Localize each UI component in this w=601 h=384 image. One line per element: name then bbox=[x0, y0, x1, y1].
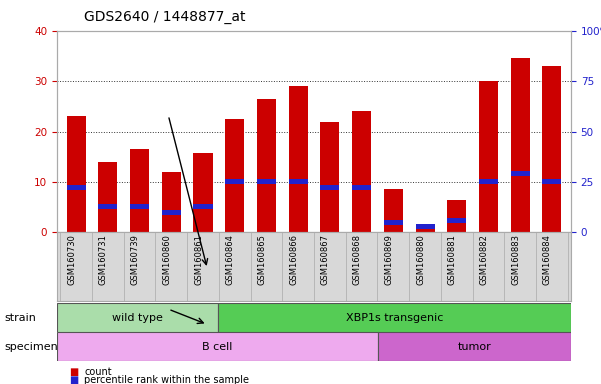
Text: ■: ■ bbox=[69, 367, 78, 377]
Bar bbox=[447, 200, 466, 232]
Text: percentile rank within the sample: percentile rank within the sample bbox=[84, 375, 249, 384]
Bar bbox=[257, 99, 276, 232]
Bar bbox=[511, 171, 529, 176]
Bar bbox=[130, 204, 149, 209]
Text: GSM160882: GSM160882 bbox=[480, 234, 489, 285]
Bar bbox=[99, 162, 117, 232]
Text: GDS2640 / 1448877_at: GDS2640 / 1448877_at bbox=[84, 10, 246, 23]
Bar bbox=[320, 122, 340, 232]
Text: GSM160739: GSM160739 bbox=[130, 234, 139, 285]
Bar bbox=[352, 111, 371, 232]
Text: XBP1s transgenic: XBP1s transgenic bbox=[346, 313, 443, 323]
Bar bbox=[352, 185, 371, 190]
Bar bbox=[99, 204, 117, 209]
Bar bbox=[57, 303, 218, 332]
Text: tumor: tumor bbox=[458, 341, 492, 352]
Bar bbox=[130, 149, 149, 232]
Bar bbox=[162, 172, 181, 232]
Text: GSM160860: GSM160860 bbox=[162, 234, 171, 285]
Text: strain: strain bbox=[5, 313, 37, 323]
Bar bbox=[162, 210, 181, 215]
Text: B cell: B cell bbox=[203, 341, 233, 352]
Bar bbox=[288, 86, 308, 232]
Text: wild type: wild type bbox=[112, 313, 163, 323]
Bar bbox=[542, 179, 561, 184]
Text: GSM160881: GSM160881 bbox=[448, 234, 457, 285]
Bar bbox=[378, 332, 571, 361]
Bar bbox=[67, 116, 85, 232]
Bar bbox=[288, 179, 308, 184]
Bar bbox=[415, 225, 435, 232]
Bar bbox=[225, 119, 244, 232]
Text: GSM160869: GSM160869 bbox=[384, 234, 393, 285]
Text: GSM160731: GSM160731 bbox=[99, 234, 108, 285]
Bar bbox=[384, 189, 403, 232]
Text: GSM160861: GSM160861 bbox=[194, 234, 203, 285]
Bar bbox=[194, 153, 213, 232]
Bar bbox=[479, 81, 498, 232]
Bar bbox=[542, 66, 561, 232]
Bar bbox=[511, 58, 529, 232]
Text: GSM160864: GSM160864 bbox=[226, 234, 235, 285]
Bar bbox=[479, 179, 498, 184]
Bar bbox=[57, 332, 378, 361]
Bar bbox=[67, 185, 85, 190]
Bar bbox=[384, 220, 403, 225]
Text: GSM160866: GSM160866 bbox=[289, 234, 298, 285]
Text: GSM160865: GSM160865 bbox=[257, 234, 266, 285]
Bar bbox=[447, 218, 466, 223]
Bar bbox=[320, 185, 340, 190]
Text: GSM160883: GSM160883 bbox=[511, 234, 520, 285]
Bar bbox=[257, 179, 276, 184]
Text: GSM160880: GSM160880 bbox=[416, 234, 425, 285]
Text: GSM160868: GSM160868 bbox=[353, 234, 362, 285]
Text: specimen: specimen bbox=[5, 341, 58, 352]
Text: ■: ■ bbox=[69, 375, 78, 384]
Text: GSM160867: GSM160867 bbox=[321, 234, 330, 285]
Bar bbox=[218, 303, 571, 332]
Text: GSM160884: GSM160884 bbox=[543, 234, 552, 285]
Bar bbox=[415, 224, 435, 229]
Bar bbox=[194, 204, 213, 209]
Text: GSM160730: GSM160730 bbox=[67, 234, 76, 285]
Bar bbox=[225, 179, 244, 184]
Text: count: count bbox=[84, 367, 112, 377]
